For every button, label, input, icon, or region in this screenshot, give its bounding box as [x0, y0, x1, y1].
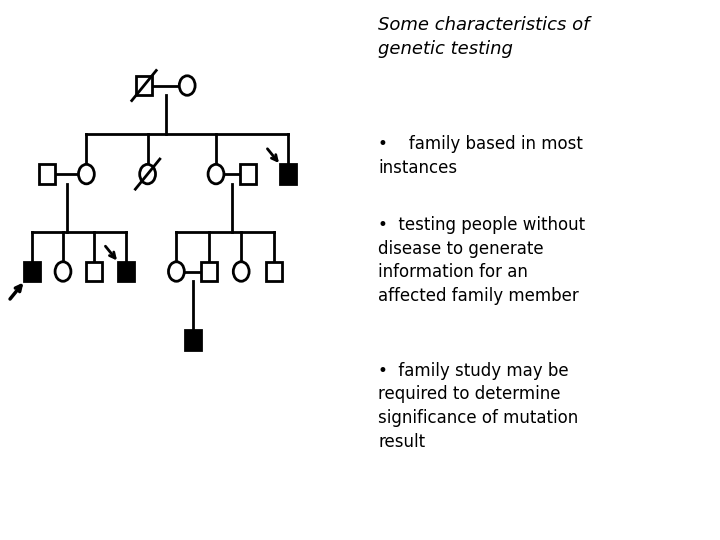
Circle shape — [179, 76, 195, 95]
Bar — [118, 262, 134, 281]
Bar — [240, 164, 256, 184]
Circle shape — [140, 164, 156, 184]
Bar — [201, 262, 217, 281]
Bar — [39, 164, 55, 184]
Circle shape — [233, 262, 249, 281]
Circle shape — [208, 164, 224, 184]
Circle shape — [55, 262, 71, 281]
Bar — [136, 76, 152, 95]
Text: •    family based in most
instances: • family based in most instances — [378, 135, 583, 177]
Text: Some characteristics of
genetic testing: Some characteristics of genetic testing — [378, 16, 590, 58]
Text: •  family study may be
required to determine
significance of mutation
result: • family study may be required to determ… — [378, 362, 578, 450]
Text: •  testing people without
disease to generate
information for an
affected family: • testing people without disease to gene… — [378, 216, 585, 305]
Circle shape — [168, 262, 184, 281]
Bar — [266, 262, 282, 281]
Bar — [86, 262, 102, 281]
Bar — [184, 330, 200, 350]
Bar — [280, 164, 296, 184]
Circle shape — [78, 164, 94, 184]
Bar — [24, 262, 40, 281]
